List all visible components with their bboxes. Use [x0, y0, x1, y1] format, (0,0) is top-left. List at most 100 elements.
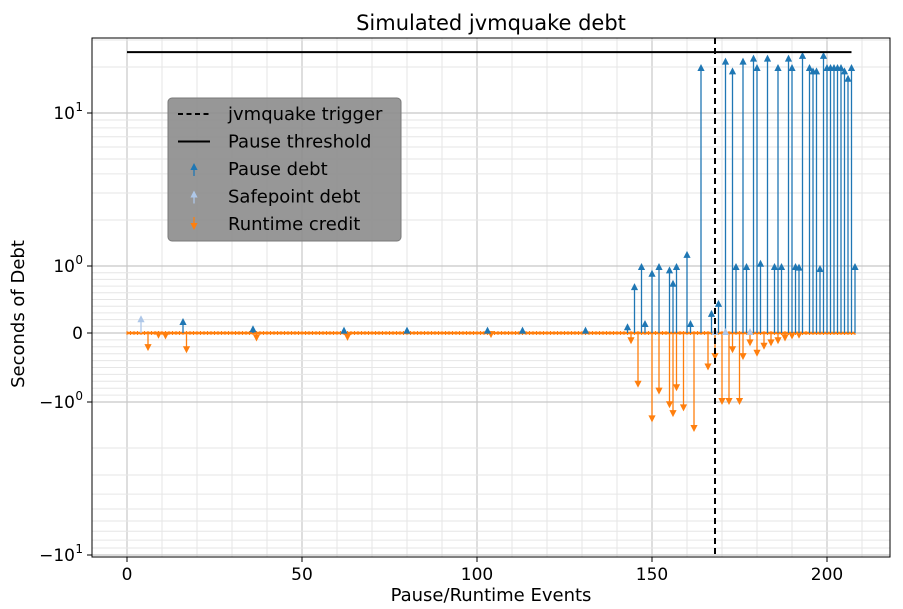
runtime-credit-marker	[767, 339, 775, 347]
pause-debt-marker	[847, 63, 856, 71]
data-layer	[126, 51, 859, 432]
runtime-credit-marker	[746, 339, 754, 347]
pause-debt-marker	[179, 317, 187, 325]
runtime-credit-marker	[711, 353, 719, 361]
pause-debt-marker	[581, 326, 590, 334]
pause-debt-marker	[840, 67, 849, 75]
runtime-credit-marker	[154, 331, 163, 339]
runtime-credit-marker	[735, 398, 744, 405]
pause-debt-marker	[739, 57, 747, 65]
legend-label: jvmquake trigger	[227, 104, 383, 125]
y-tick-label: 0	[72, 324, 83, 344]
legend-swatch-marker	[190, 163, 198, 170]
x-tick-label: 100	[461, 565, 493, 585]
y-tick-label: −10	[39, 393, 75, 413]
pause-debt-marker	[753, 63, 761, 71]
pause-debt-marker	[340, 326, 348, 334]
x-tick-label: 200	[811, 565, 843, 585]
runtime-credit-marker	[161, 332, 170, 340]
x-tick-label: 50	[291, 565, 313, 585]
y-tick-exponent: 1	[75, 100, 83, 114]
pause-debt-marker	[672, 263, 681, 270]
pause-debt-marker	[403, 326, 411, 334]
pause-debt-marker	[837, 63, 845, 71]
y-tick-label: 10	[53, 104, 75, 124]
legend-label: Runtime credit	[228, 214, 360, 235]
runtime-credit-marker	[648, 415, 656, 423]
x-tick-label: 0	[122, 565, 133, 585]
pause-debt-marker	[805, 63, 814, 71]
runtime-credit-marker	[690, 424, 698, 432]
runtime-credit-marker	[672, 384, 681, 392]
legend-label: Safepoint debt	[228, 187, 360, 208]
runtime-credit-marker	[774, 337, 782, 345]
runtime-credit-marker	[634, 380, 642, 388]
y-tick-label: 10	[53, 257, 75, 277]
pause-debt-marker	[707, 309, 716, 317]
pause-debt-marker	[483, 326, 492, 334]
pause-debt-marker	[623, 323, 632, 331]
legend-label: Pause threshold	[228, 132, 371, 153]
pause-debt-marker	[784, 54, 793, 62]
runtime-credit-marker	[718, 398, 726, 405]
pause-debt-marker	[756, 259, 765, 267]
legend-swatch-marker	[190, 190, 198, 198]
legend-label: Pause debt	[228, 159, 328, 180]
legend-swatch-marker	[190, 223, 198, 230]
runtime-credit-marker	[669, 410, 677, 418]
pause-debt-marker	[788, 63, 796, 71]
runtime-credit-marker	[665, 401, 674, 409]
y-tick-exponent: 0	[75, 253, 83, 267]
pause-debt-marker	[683, 250, 691, 258]
pause-debt-marker	[844, 74, 852, 82]
runtime-credit-marker	[728, 346, 737, 354]
safepoint-debt-marker	[746, 327, 754, 335]
pause-debt-marker	[697, 63, 705, 71]
y-tick-label: −10	[39, 546, 75, 566]
runtime-credit-marker	[788, 332, 796, 340]
runtime-credit-marker	[679, 404, 688, 412]
pause-debt-marker	[728, 67, 737, 75]
pause-debt-marker	[669, 279, 677, 287]
y-tick-exponent: 1	[75, 542, 83, 556]
runtime-credit-marker	[704, 363, 712, 371]
pause-debt-marker	[798, 51, 807, 59]
pause-debt-marker	[763, 54, 772, 62]
legend: jvmquake trigger Pause threshold Pause deb…	[167, 97, 402, 242]
pause-debt-marker	[742, 263, 751, 270]
y-axis-title: Seconds of Debt	[8, 240, 29, 388]
runtime-credit-marker	[655, 387, 663, 395]
x-axis-title: Pause/Runtime Events	[391, 585, 592, 606]
legend-box	[167, 97, 402, 242]
pause-debt-marker	[686, 319, 695, 327]
pause-debt-marker	[812, 67, 821, 75]
runtime-credit-marker	[725, 398, 733, 405]
pause-debt-marker	[665, 266, 674, 274]
runtime-credit-marker	[144, 344, 152, 352]
plot-frame	[91, 37, 891, 558]
pause-debt-marker	[816, 265, 824, 273]
runtime-credit-marker	[795, 331, 803, 339]
y-tick-exponent: 0	[75, 389, 83, 403]
pause-debt-marker	[777, 263, 786, 270]
runtime-credit-marker	[760, 342, 768, 350]
pause-debt-marker	[732, 263, 740, 270]
pause-debt-marker	[518, 326, 527, 334]
pause-debt-marker	[795, 263, 803, 271]
runtime-credit-marker	[182, 346, 191, 354]
pause-debt-marker	[851, 263, 859, 270]
pause-debt-marker	[714, 299, 723, 307]
pause-debt-marker	[648, 269, 656, 277]
runtime-credit-marker	[739, 353, 747, 361]
runtime-credit-marker	[753, 349, 761, 357]
pause-debt-marker	[770, 263, 779, 270]
safepoint-debt-marker	[721, 327, 730, 335]
pause-debt-marker	[749, 54, 758, 62]
pause-debt-marker	[774, 63, 782, 71]
overlay-layer	[127, 38, 852, 557]
pause-debt-marker	[641, 319, 649, 327]
chart-title: Simulated jvmquake debt	[356, 11, 626, 35]
